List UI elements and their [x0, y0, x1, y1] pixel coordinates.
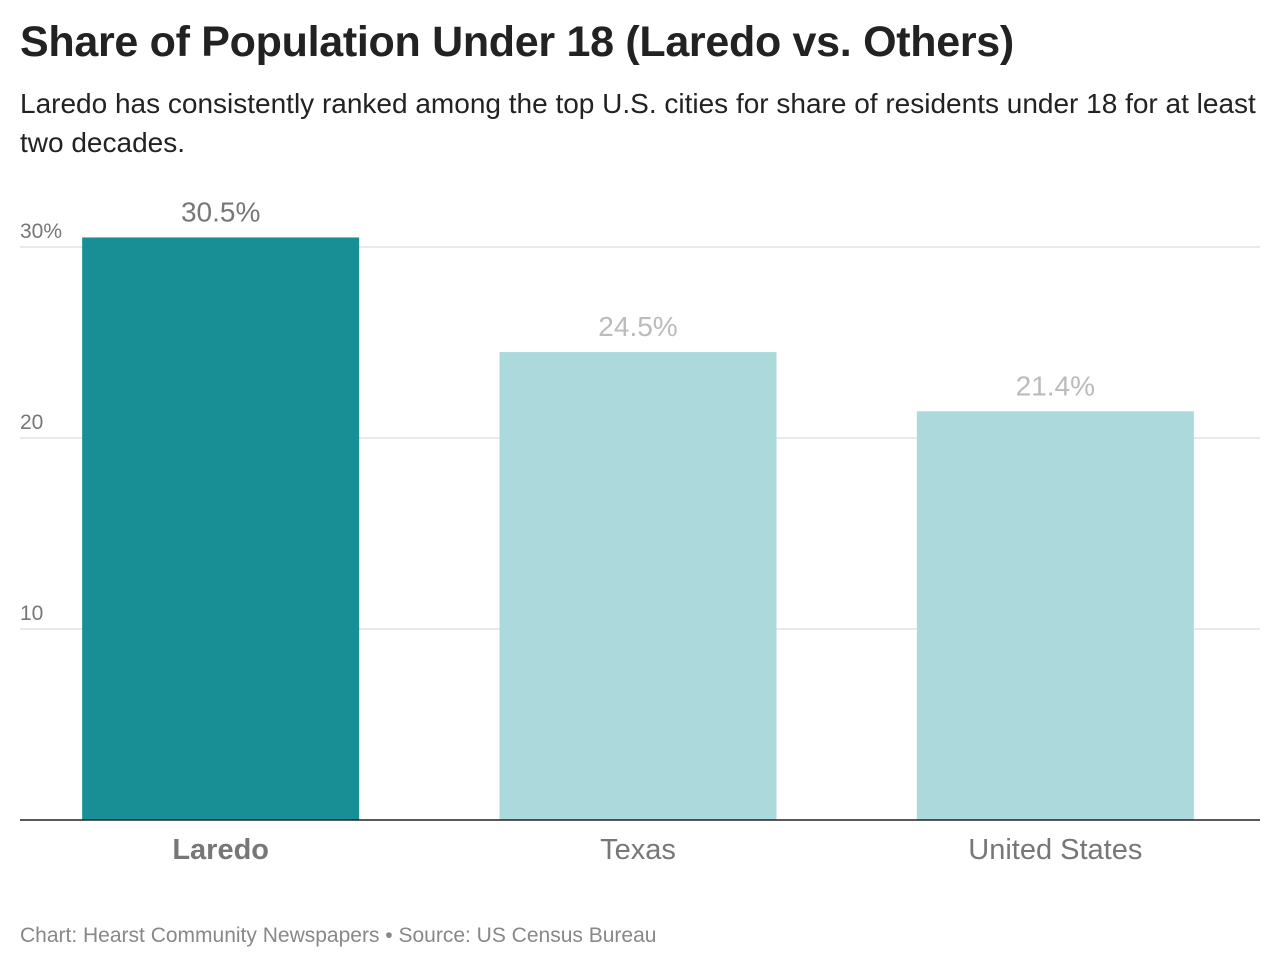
x-tick-label: Laredo: [172, 834, 269, 866]
chart-subtitle: Laredo has consistently ranked among the…: [20, 88, 1256, 158]
bar: [916, 411, 1194, 820]
bar-chart: 10 20 30% 30.5% Laredo 24.5% Texas 21.4% United …: [20, 196, 1260, 866]
x-tick-label: United States: [968, 834, 1142, 866]
bar: [82, 237, 360, 820]
y-tick-label: 10: [20, 602, 43, 625]
y-tick-label: 20: [20, 411, 43, 434]
bar: [499, 352, 777, 820]
data-label: 24.5%: [598, 311, 677, 342]
data-label: 21.4%: [1016, 370, 1095, 401]
data-label: 30.5%: [181, 196, 260, 227]
chart-footer: Chart: Hearst Community Newspapers • Sou…: [20, 924, 657, 947]
x-tick-label: Texas: [600, 834, 676, 866]
chart-title: Share of Population Under 18 (Laredo vs.…: [20, 18, 1014, 66]
y-tick-label: 30%: [20, 220, 62, 243]
